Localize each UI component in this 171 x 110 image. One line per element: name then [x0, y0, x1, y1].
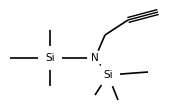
Text: Si: Si — [45, 53, 55, 63]
Text: Si: Si — [103, 70, 113, 80]
Text: N: N — [91, 53, 99, 63]
